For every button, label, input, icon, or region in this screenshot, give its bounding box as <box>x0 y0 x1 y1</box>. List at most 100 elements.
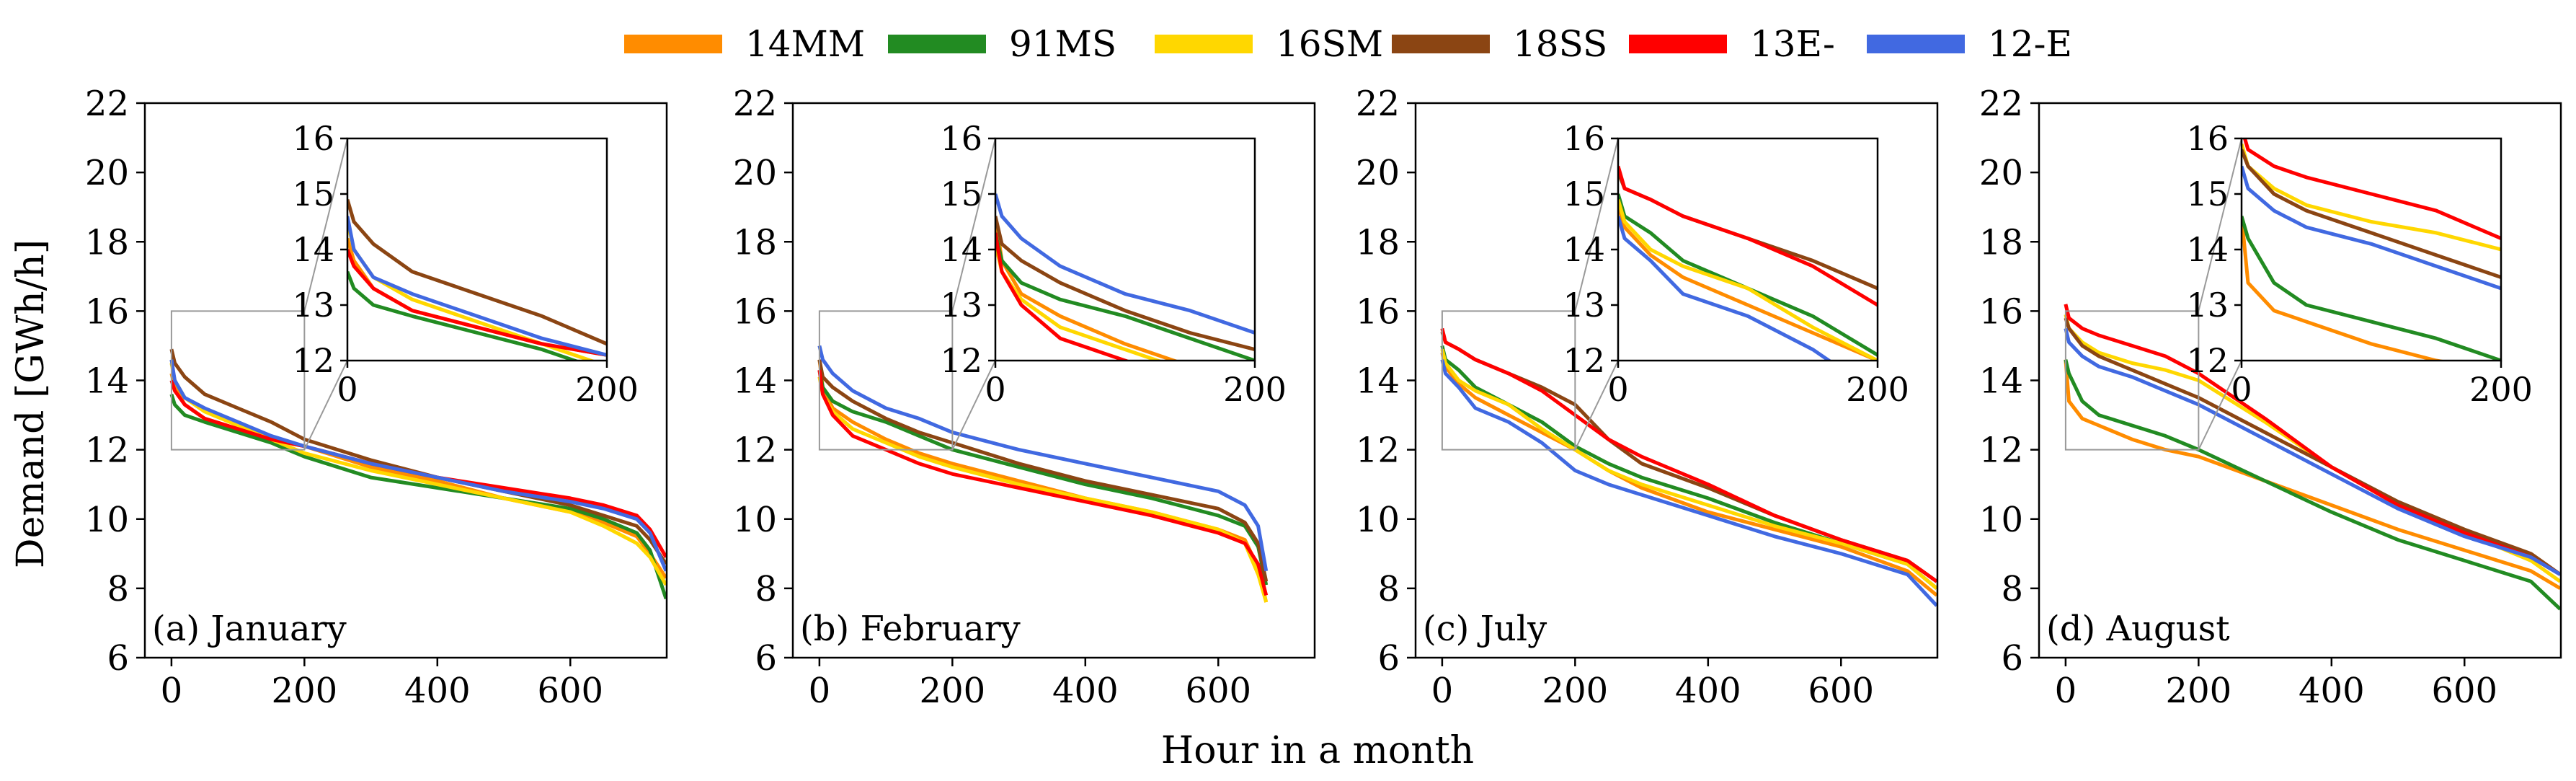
inset-series-line-14MM <box>995 216 1180 361</box>
legend-swatch-91MS <box>888 35 986 53</box>
inset-y-tick-label: 16 <box>940 119 982 158</box>
series-line-18SS <box>169 348 667 565</box>
inset-connector <box>303 360 348 451</box>
y-tick-label: 8 <box>1377 569 1400 609</box>
inset-connector <box>303 138 348 312</box>
y-tick-label: 20 <box>733 153 777 193</box>
y-tick-label: 6 <box>1377 638 1400 679</box>
series-line-16SM <box>1440 348 1937 590</box>
y-tick-label: 18 <box>1356 222 1400 262</box>
legend-label-12-E: 12-E <box>1988 23 2072 65</box>
x-tick-label: 600 <box>1808 671 1874 711</box>
series-line-12-E <box>169 359 667 572</box>
x-tick-label: 0 <box>1431 671 1454 711</box>
zoom-region <box>1441 310 1576 451</box>
inset-series-line-18SS <box>347 198 607 346</box>
series-line-16SM <box>817 376 1269 603</box>
inset-background <box>2242 138 2501 361</box>
y-tick-label: 14 <box>1979 361 2023 402</box>
inset-y-tick-label: 13 <box>940 286 982 325</box>
inset-y-tick-label: 16 <box>2186 119 2229 158</box>
y-tick-label: 20 <box>85 153 129 193</box>
series-line-12-E <box>1440 359 1937 607</box>
inset-axes: 12 13 14 15 16 0 200 <box>292 119 638 409</box>
y-tick-label: 14 <box>1356 361 1400 402</box>
x-tick-label: 600 <box>537 671 603 711</box>
zoom-region <box>2064 310 2200 451</box>
inset-series-line-18SS <box>2242 149 2501 280</box>
legend-swatch-16SM <box>1155 35 1253 53</box>
inset-y-tick-label: 13 <box>2186 286 2229 325</box>
inset-series-line-16SM <box>2242 143 2501 252</box>
legend-label-16SM: 16SM <box>1276 23 1383 65</box>
inset-y-tick-label: 16 <box>292 119 334 158</box>
panel-label: (b) February <box>800 609 1021 649</box>
inset-series-line-91MS <box>2242 216 2501 361</box>
inset-x-tick-label: 200 <box>2469 370 2533 409</box>
inset-series-line-91MS <box>1618 193 1878 358</box>
x-tick-label: 600 <box>2431 671 2497 711</box>
inset-axes: 12 13 14 15 16 0 200 <box>940 119 1287 409</box>
y-axis-label: Demand [GWh/h] <box>9 239 53 568</box>
x-tick-label: 0 <box>809 671 831 711</box>
panel-label: (a) January <box>152 609 347 649</box>
panel-label: (c) July <box>1423 609 1547 649</box>
inset-y-tick-label: 12 <box>292 341 334 380</box>
x-tick-label: 200 <box>2166 671 2232 711</box>
inset-series-line-12-E <box>995 193 1255 335</box>
y-tick-label: 16 <box>1356 291 1400 332</box>
y-tick-label: 22 <box>733 84 777 124</box>
y-tick-label: 8 <box>755 569 777 609</box>
inset-y-tick-label: 12 <box>940 341 982 380</box>
inset-axes: 12 13 14 15 16 0 200 <box>2186 119 2533 409</box>
x-tick-label: 600 <box>1185 671 1251 711</box>
y-tick-label: 12 <box>1979 431 2023 471</box>
inset-series-lines <box>2242 138 2501 361</box>
inset-series-lines <box>995 193 1255 361</box>
series-lines <box>817 345 1269 603</box>
legend: 14MM 91MS 16SM 18SS 13E- 12-E <box>624 23 2072 65</box>
x-tick-label: 0 <box>161 671 183 711</box>
y-tick-label: 14 <box>85 361 129 402</box>
inset-y-tick-label: 14 <box>940 230 982 269</box>
x-axis-label: Hour in a month <box>1161 729 1474 772</box>
legend-label-13E-: 13E- <box>1750 23 1835 65</box>
y-tick-label: 12 <box>1356 431 1400 471</box>
panel-4: 6 8 10 12 14 16 18 20 22 0 200 400 600 (d) August 12 13… <box>1979 84 2562 711</box>
inset-series-line-18SS <box>995 216 1255 352</box>
x-tick-label: 400 <box>1052 671 1119 711</box>
y-tick-label: 6 <box>2001 638 2023 679</box>
panel-2: 6 8 10 12 14 16 18 20 22 0 200 400 600 (b) February 12… <box>733 84 1316 711</box>
y-tick-label: 8 <box>2001 569 2023 609</box>
x-tick-label: 200 <box>920 671 986 711</box>
y-tick-label: 14 <box>733 361 777 402</box>
series-line-14MM <box>2064 359 2561 591</box>
legend-swatch-14MM <box>624 35 722 53</box>
x-tick-label: 200 <box>272 671 338 711</box>
inset-background <box>1618 138 1878 361</box>
y-tick-label: 22 <box>1979 84 2023 124</box>
series-line-14MM <box>817 359 1269 603</box>
inset-series-line-13E- <box>347 249 607 357</box>
inset-series-line-12-E <box>1618 216 1832 361</box>
inset-connector <box>1574 138 1619 312</box>
y-tick-label: 16 <box>85 291 129 332</box>
zoom-region <box>818 310 954 451</box>
inset-y-tick-label: 16 <box>1563 119 1605 158</box>
inset-y-tick-label: 15 <box>2186 175 2229 213</box>
y-tick-label: 18 <box>85 222 129 262</box>
x-tick-label: 400 <box>404 671 471 711</box>
inset-series-line-91MS <box>347 270 580 361</box>
y-tick-label: 8 <box>107 569 129 609</box>
inset-y-tick-label: 13 <box>292 286 334 325</box>
y-tick-label: 10 <box>85 500 129 540</box>
inset-x-tick-label: 0 <box>2231 370 2252 409</box>
inset-series-line-16SM <box>995 243 1163 361</box>
x-tick-label: 200 <box>1542 671 1609 711</box>
inset-x-tick-label: 200 <box>1223 370 1287 409</box>
inset-connector <box>2198 138 2242 312</box>
inset-series-line-12-E <box>347 216 607 357</box>
legend-swatch-12-E <box>1867 35 1965 53</box>
